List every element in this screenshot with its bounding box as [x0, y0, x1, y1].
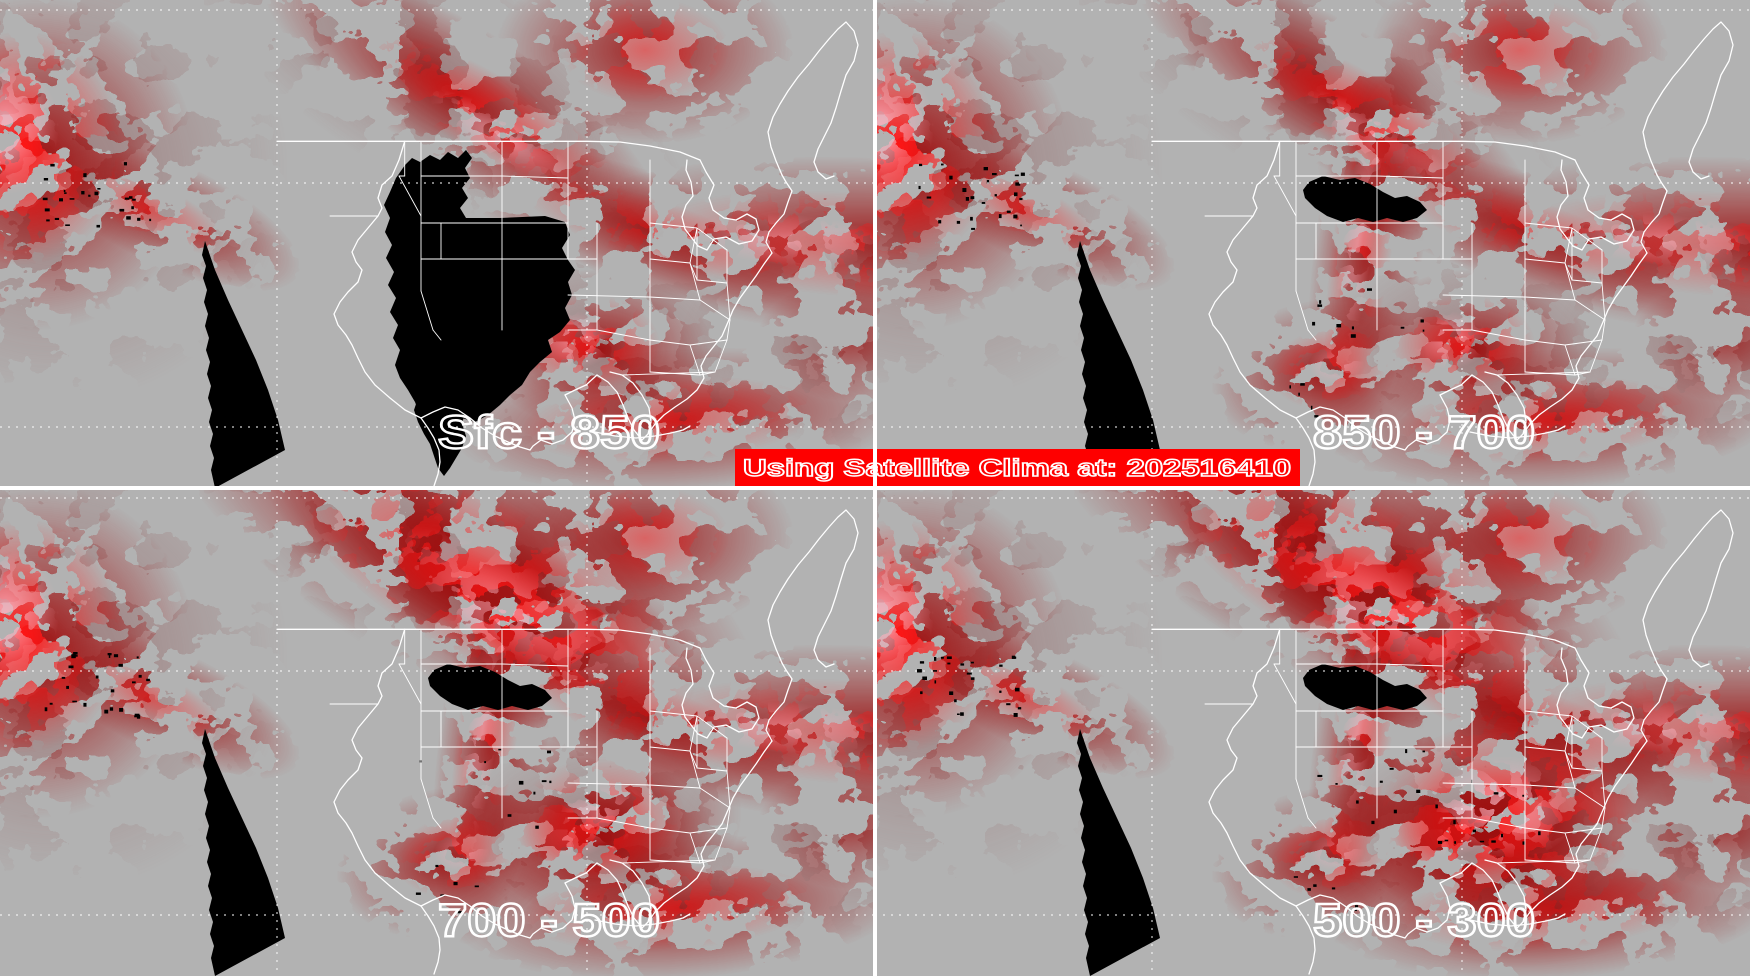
svg-text:850 - 700: 850 - 700	[1313, 406, 1535, 458]
svg-text:Using Satellite Clima at: 2025: Using Satellite Clima at: 202516410	[743, 455, 1291, 482]
svg-text:Sfc - 850: Sfc - 850	[438, 406, 660, 458]
svg-text:700 - 500: 700 - 500	[438, 894, 660, 946]
svg-text:500 - 300: 500 - 300	[1313, 894, 1535, 946]
